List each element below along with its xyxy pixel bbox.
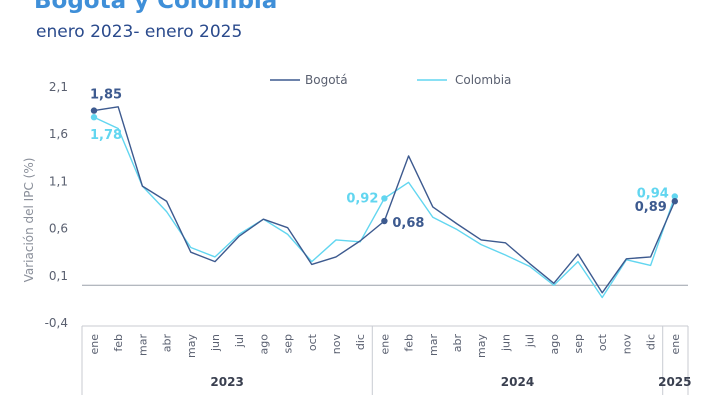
x-tick-label: may <box>475 334 488 358</box>
x-tick-label: jun <box>209 334 222 352</box>
y-tick-label: 0,6 <box>49 222 68 236</box>
y-axis-label: Variación del IPC (%) <box>22 158 36 283</box>
x-tick-label: feb <box>403 334 416 352</box>
legend-label: Bogotá <box>305 73 348 87</box>
data-point-marker <box>381 217 388 225</box>
year-label: 2023 <box>210 375 243 389</box>
x-tick-label: oct <box>306 333 319 351</box>
x-tick-label: sep <box>282 334 295 353</box>
data-label: 0,89 <box>635 200 667 215</box>
data-label: 1,85 <box>90 88 122 103</box>
y-tick-label: 0,1 <box>49 269 68 283</box>
data-point-marker <box>90 107 98 114</box>
x-tick-label: oct <box>596 333 609 351</box>
x-tick-label: mar <box>427 334 440 356</box>
data-point-marker <box>671 193 678 200</box>
x-tick-label: feb <box>112 334 125 352</box>
y-tick-label: 1,1 <box>49 174 68 188</box>
x-tick-label: dic <box>645 334 658 350</box>
data-label: 0,94 <box>637 187 669 202</box>
data-point-marker <box>381 195 388 202</box>
chart-title: Bogotá y Colombia <box>34 0 278 14</box>
year-label: 2025 <box>658 375 691 389</box>
year-label: 2024 <box>501 375 534 389</box>
x-tick-label: sep <box>572 334 585 353</box>
x-tick-label: ene <box>88 334 101 355</box>
data-label: 0,92 <box>346 191 378 206</box>
data-label: 1,78 <box>90 128 122 143</box>
x-tick-label: jun <box>499 334 512 352</box>
x-tick-label: nov <box>620 334 633 355</box>
legend-label: Colombia <box>455 73 511 87</box>
x-tick-label: ene <box>378 334 391 355</box>
x-tick-label: jul <box>524 334 537 348</box>
x-tick-label: abr <box>451 334 464 353</box>
chart-subtitle: enero 2023- enero 2025 <box>36 22 243 42</box>
x-tick-label: nov <box>330 334 343 355</box>
x-tick-label: mar <box>136 334 149 356</box>
x-tick-label: abr <box>161 334 174 353</box>
data-label: 0,68 <box>392 216 424 231</box>
x-tick-label: ago <box>257 334 270 355</box>
y-tick-label: 1,6 <box>49 127 68 141</box>
x-tick-label: may <box>185 334 198 358</box>
data-point-marker <box>90 114 98 121</box>
x-tick-label: dic <box>354 334 367 350</box>
y-tick-label: 2,1 <box>49 80 68 94</box>
y-tick-label: -0,4 <box>45 316 68 330</box>
x-tick-label: ene <box>669 334 682 355</box>
x-tick-label: ago <box>548 334 561 355</box>
data-point-marker <box>671 198 678 205</box>
x-tick-label: jul <box>233 334 246 348</box>
